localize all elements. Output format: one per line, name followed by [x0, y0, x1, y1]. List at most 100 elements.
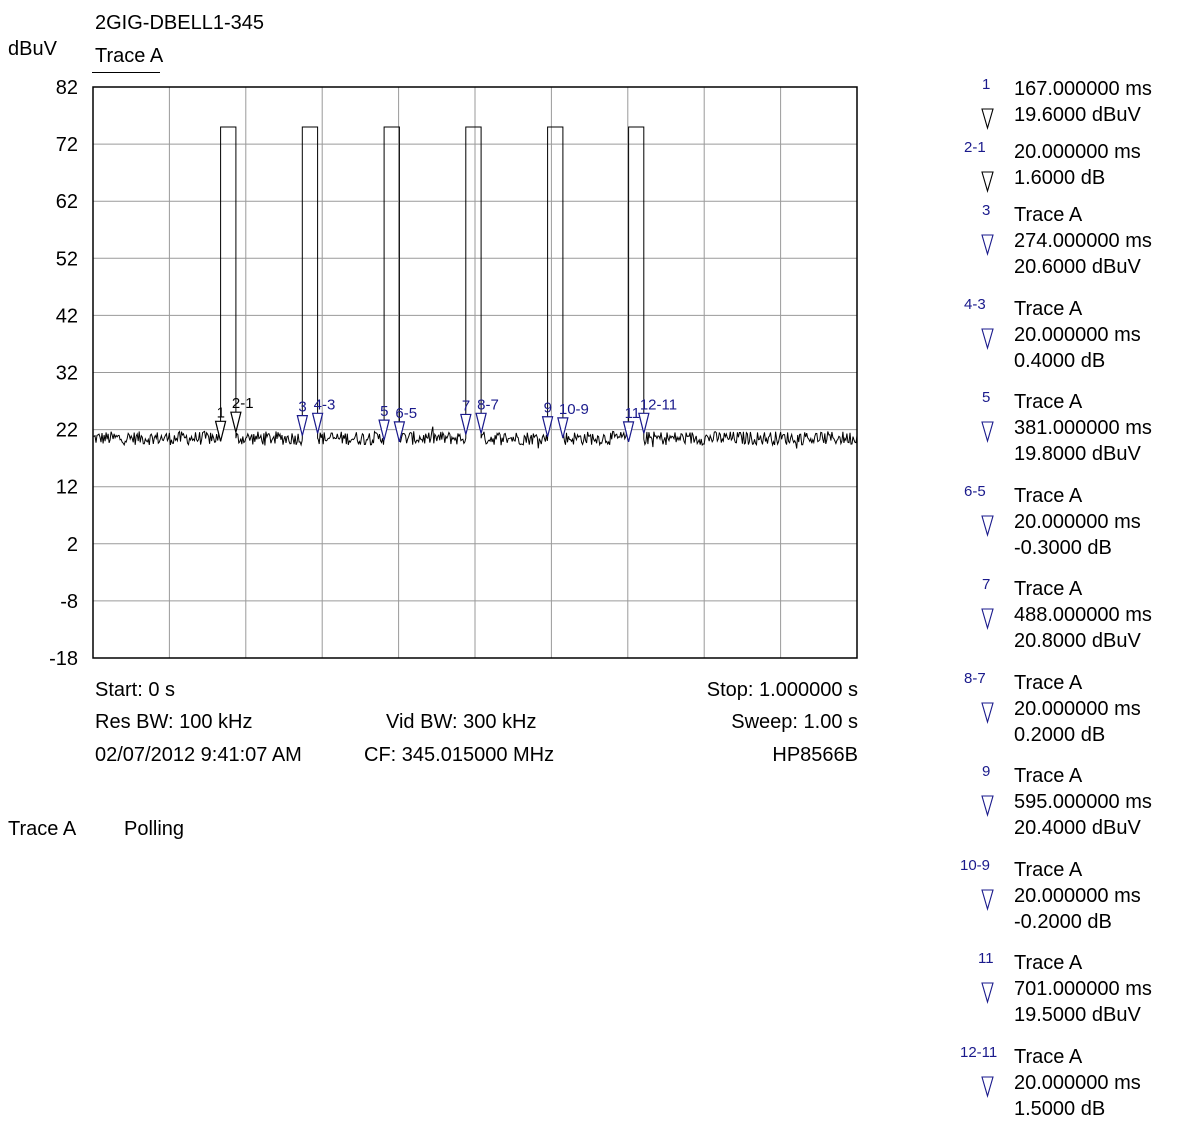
marker-readout-line: Trace A — [1014, 484, 1083, 507]
marker-readout-id: 10-9 — [960, 856, 991, 874]
marker-label-6-5: 6-5 — [395, 405, 417, 422]
marker-readout-line: -0.3000 dB — [1014, 536, 1112, 559]
marker-readout-line: Trace A — [1014, 1045, 1083, 1068]
plot-frame — [92, 86, 858, 659]
marker-readout-line: 20.000000 ms — [1014, 884, 1141, 907]
y-tick-label: 82 — [56, 77, 78, 99]
start-label: Start: 0 s — [95, 679, 176, 701]
marker-label-3: 3 — [298, 399, 306, 416]
marker-readout-id: 7 — [982, 576, 991, 593]
marker-readout-line: 274.000000 ms — [1014, 230, 1152, 252]
status-trace-label: Trace A — [8, 818, 77, 840]
datetime-label: 02/07/2012 9:41:07 AM — [95, 744, 302, 766]
marker-label-2-1: 2-1 — [232, 395, 254, 412]
marker-readout-id: 6-5 — [964, 482, 986, 500]
y-tick-labels: 82 72 62 52 42 32 22 12 2 -8 -18 — [49, 77, 78, 670]
marker-triangle-icon — [981, 514, 994, 537]
trace-legend-label: Trace A — [95, 45, 164, 67]
marker-triangle-1 — [214, 420, 227, 442]
y-tick-label: 2 — [67, 534, 78, 556]
marker-triangle-icon — [981, 1075, 994, 1098]
marker-readout-line: 19.5000 dBuV — [1014, 1004, 1141, 1026]
marker-readout-line: 381.000000 ms — [1014, 417, 1152, 439]
marker-label-10-9: 10-9 — [559, 401, 589, 418]
marker-readout-id: 5 — [982, 389, 991, 406]
marker-readout-line: 167.000000 ms — [1014, 78, 1152, 100]
trace-legend-underline — [92, 72, 160, 73]
marker-readout-id: 3 — [982, 202, 991, 219]
y-tick-label: 22 — [56, 420, 78, 442]
marker-label-12-11: 12-11 — [640, 396, 677, 413]
marker-readout-line: 20.6000 dBuV — [1014, 256, 1141, 278]
marker-readout-line: Trace A — [1014, 671, 1083, 694]
marker-readout-line: Trace A — [1014, 578, 1083, 600]
status-mode-label: Polling — [124, 818, 185, 840]
marker-label-5: 5 — [380, 403, 388, 420]
marker-readout-line: 19.6000 dBuV — [1014, 104, 1141, 126]
marker-triangle-10-9 — [557, 417, 569, 439]
y-tick-label: 72 — [56, 134, 78, 156]
marker-readout-line: 701.000000 ms — [1014, 978, 1152, 1000]
marker-readout-id: 9 — [982, 763, 991, 780]
marker-triangle-8-7 — [475, 412, 487, 434]
y-tick-label: 12 — [56, 477, 78, 499]
marker-triangle-icon — [981, 108, 994, 130]
marker-readout-line: 0.4000 dB — [1014, 349, 1106, 372]
marker-triangle-7 — [460, 413, 472, 435]
marker-readout-line: 595.000000 ms — [1014, 791, 1152, 813]
marker-readout-line: 20.4000 dBuV — [1014, 817, 1141, 839]
vid-bw-label: Vid BW: 300 kHz — [386, 711, 537, 733]
y-unit-label: dBuV — [8, 38, 57, 60]
y-tick-label: 42 — [56, 305, 78, 327]
marker-triangle-icon — [981, 234, 994, 256]
marker-readout-line: Trace A — [1014, 204, 1083, 226]
marker-triangle-9 — [541, 416, 554, 437]
marker-triangle-icon — [981, 701, 994, 724]
marker-readout-line: 20.8000 dBuV — [1014, 630, 1141, 652]
marker-triangle-icon — [981, 795, 994, 817]
marker-triangle-12-11 — [638, 412, 650, 434]
marker-triangle-icon — [981, 421, 994, 443]
y-tick-label: 52 — [56, 248, 78, 270]
marker-triangle-icon — [981, 327, 994, 350]
grid — [93, 87, 857, 658]
marker-readout-id: 8-7 — [964, 669, 986, 687]
marker-label-8-7: 8-7 — [477, 396, 499, 413]
marker-triangle-icon — [981, 171, 994, 193]
marker-readout-line: -0.2000 dB — [1014, 910, 1112, 933]
marker-readout-line: 20.000000 ms — [1014, 697, 1141, 720]
stop-label: Stop: 1.000000 s — [706, 679, 858, 701]
y-tick-label: 32 — [56, 363, 78, 385]
marker-label-7: 7 — [462, 397, 470, 414]
marker-label-4-3: 4-3 — [314, 396, 336, 413]
trace-a-polyline — [92, 126, 858, 449]
marker-triangle-icon — [981, 888, 994, 911]
y-tick-label: 62 — [56, 191, 78, 213]
marker-label-1: 1 — [217, 404, 225, 421]
marker-readout-id: 4-3 — [964, 295, 986, 313]
marker-readout-line: Trace A — [1014, 858, 1083, 881]
center-frequency-label: CF: 345.015000 MHz — [364, 744, 555, 766]
marker-readout-line: Trace A — [1014, 297, 1083, 320]
marker-triangle-4-3 — [311, 412, 324, 434]
marker-triangle-11 — [622, 421, 635, 443]
marker-label-9: 9 — [544, 400, 552, 417]
marker-readout-line: 1.5000 dB — [1014, 1097, 1106, 1120]
trace-a-line — [92, 126, 858, 449]
marker-readout-line: 0.2000 dB — [1014, 723, 1106, 746]
marker-triangle-2-1 — [230, 411, 242, 433]
marker-readout-line: 488.000000 ms — [1014, 604, 1152, 626]
marker-readout-line: 20.000000 ms — [1014, 141, 1141, 163]
marker-readout-line: 19.8000 dBuV — [1014, 443, 1141, 465]
chart-title: 2GIG-DBELL1-345 — [95, 12, 264, 34]
marker-triangle-icon — [981, 608, 994, 630]
y-tick-label: -8 — [60, 591, 78, 613]
marker-readout-line: 20.000000 ms — [1014, 1071, 1141, 1094]
marker-triangle-3 — [296, 414, 309, 436]
marker-triangle-icon — [981, 982, 994, 1004]
marker-readout-line: 20.000000 ms — [1014, 510, 1141, 533]
sweep-label: Sweep: 1.00 s — [731, 711, 858, 733]
marker-readout-line: 1.6000 dB — [1014, 167, 1106, 189]
marker-readout-line: Trace A — [1014, 765, 1083, 787]
